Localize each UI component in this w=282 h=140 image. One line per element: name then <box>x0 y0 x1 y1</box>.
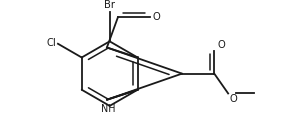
Text: O: O <box>217 40 225 50</box>
Text: O: O <box>230 94 238 104</box>
Text: NH: NH <box>101 104 115 114</box>
Text: Cl: Cl <box>46 38 56 48</box>
Text: O: O <box>153 12 161 22</box>
Text: Br: Br <box>104 0 115 10</box>
